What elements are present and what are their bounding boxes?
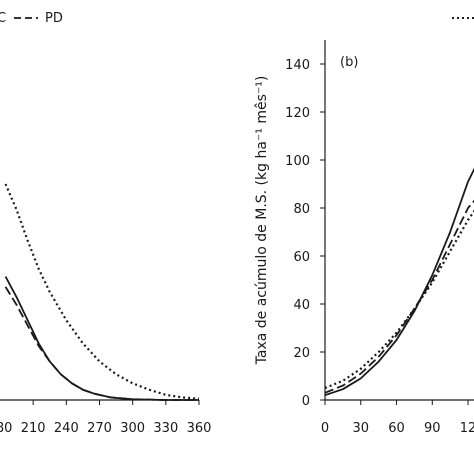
left-x-tick-label: 360 [187, 421, 212, 436]
left-x-tick-label: 330 [153, 421, 178, 436]
right-x-tick-label: 0 [321, 421, 329, 436]
left-series-line-dashed [4, 286, 199, 401]
right-y-tick-label: 120 [285, 106, 310, 121]
right-x-tick-label: 12 [460, 421, 474, 436]
left-x-tick-label: 300 [120, 421, 145, 436]
right-y-tick-label: 60 [293, 250, 310, 265]
right-y-tick-label: 20 [293, 346, 310, 361]
right-x-tick-label: 90 [424, 421, 441, 436]
right-y-tick-label: 80 [293, 202, 310, 217]
right-x-tick-label: 60 [388, 421, 405, 436]
left-series-line-dotted [4, 183, 200, 400]
right-x-tick-label: 30 [352, 421, 369, 436]
right-series-line-dotted [324, 209, 474, 390]
right-y-tick-label: 100 [285, 154, 310, 169]
panel-label-b: (b) [340, 55, 358, 70]
left-panel: 210 240 270 300 330 360 180 [0, 183, 212, 436]
right-series-line-solid [324, 167, 474, 397]
right-y-axis-label: Taxa de acúmulo de M.S. (kg ha⁻¹ mês⁻¹) [254, 76, 270, 366]
legend-label-c: C [0, 11, 6, 26]
left-x-tick-label: 210 [21, 421, 46, 436]
right-y-tick-label: 140 [285, 58, 310, 73]
left-x-tick-label: 240 [54, 421, 79, 436]
right-y-tick-label: 0 [302, 394, 310, 409]
right-y-tick-label: 40 [293, 298, 310, 313]
legend-label-pd: PD [45, 11, 63, 26]
right-panel: (b) Taxa de acúmulo de M.S. (kg ha⁻¹ mês… [254, 40, 474, 436]
left-x-tick-label-partial: 180 [0, 421, 12, 436]
left-x-tick-label: 270 [87, 421, 112, 436]
legend: C PD [0, 11, 474, 26]
